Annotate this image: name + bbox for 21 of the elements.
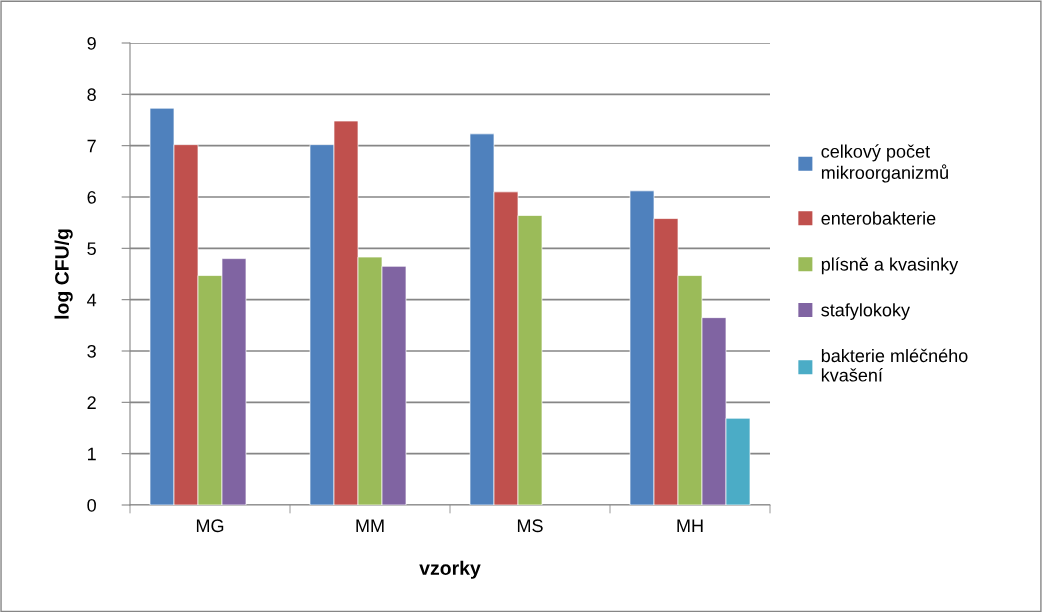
y-axis-title: log CFU/g xyxy=(54,229,73,319)
y-tick-label: 7 xyxy=(87,139,96,153)
y-tick-label: 3 xyxy=(87,344,96,358)
legend-label: bakterie mléčného kvašení xyxy=(821,348,968,382)
x-axis-title: vzorky xyxy=(419,560,481,579)
x-tick-label: MS xyxy=(517,519,543,533)
x-tick-label: MG xyxy=(196,519,224,533)
legend-label: stafylokoky xyxy=(821,303,910,320)
legend-label: celkový počet mikroorganizmů xyxy=(821,144,948,183)
y-tick-label: 5 xyxy=(87,242,96,256)
x-tick-label: MM xyxy=(356,519,384,532)
y-tick-label: 8 xyxy=(87,88,96,102)
legend-label: plísně a kvasinky xyxy=(821,257,959,275)
y-tick-label: 2 xyxy=(87,396,96,409)
x-tick-label: MH xyxy=(677,519,703,532)
y-tick-label: 6 xyxy=(87,190,96,204)
y-tick-label: 9 xyxy=(87,36,96,50)
legend-label: enterobakterie xyxy=(821,211,936,225)
y-tick-label: 1 xyxy=(88,447,96,461)
y-tick-label: 4 xyxy=(87,293,97,307)
y-tick-label: 0 xyxy=(87,498,96,512)
